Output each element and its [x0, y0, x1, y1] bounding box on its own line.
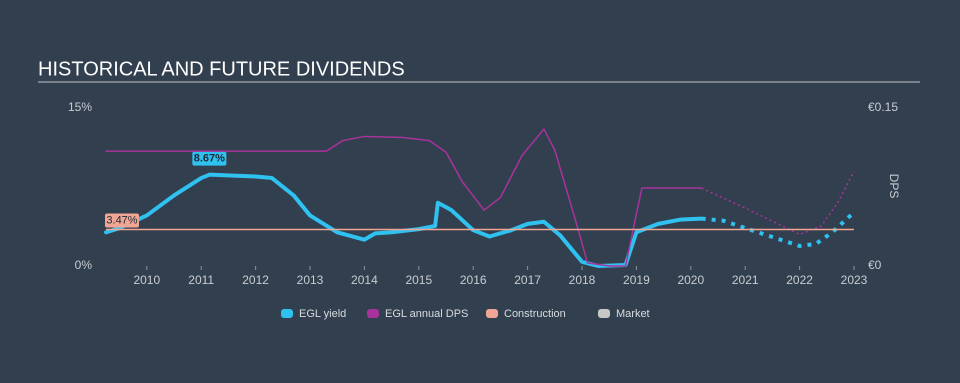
x-tick-label: 2023 — [841, 273, 868, 287]
x-tick-label: 2018 — [569, 273, 596, 287]
y-tick-label: 15% — [68, 100, 92, 114]
legend-swatch — [486, 309, 498, 318]
y2-axis-label: DPS — [887, 174, 901, 199]
x-tick-label: 2010 — [133, 273, 160, 287]
legend-label: EGL yield — [299, 308, 346, 320]
y-tick-label: 0% — [75, 258, 93, 272]
x-tick-label: 2014 — [351, 273, 378, 287]
legend-label: EGL annual DPS — [385, 308, 468, 320]
legend-swatch — [281, 309, 293, 318]
chart-title: HISTORICAL AND FUTURE DIVIDENDS — [38, 58, 405, 80]
legend-label: Construction — [504, 308, 566, 320]
y2-tick-label: €0.15 — [868, 100, 898, 114]
x-tick-label: 2020 — [677, 273, 704, 287]
forecast-line — [701, 170, 855, 236]
value-label: 3.47% — [106, 214, 137, 226]
x-tick-label: 2016 — [460, 273, 487, 287]
x-tick-label: 2012 — [242, 273, 269, 287]
x-tick-label: 2011 — [188, 273, 214, 287]
y2-tick-label: €0 — [868, 258, 882, 272]
series-line — [105, 128, 703, 267]
value-label: 8.67% — [194, 153, 225, 165]
legend-swatch — [367, 309, 379, 318]
x-tick-label: 2017 — [514, 273, 541, 287]
x-tick-label: 2021 — [732, 273, 759, 287]
value-label-box — [105, 213, 139, 228]
legend-swatch — [598, 309, 610, 318]
x-tick-label: 2022 — [786, 273, 813, 287]
x-tick-label: 2013 — [297, 273, 324, 287]
x-tick-label: 2019 — [623, 273, 650, 287]
legend-label: Market — [616, 308, 650, 320]
series-line — [104, 172, 704, 268]
x-tick-label: 2015 — [405, 273, 432, 287]
value-label-box — [192, 151, 227, 166]
